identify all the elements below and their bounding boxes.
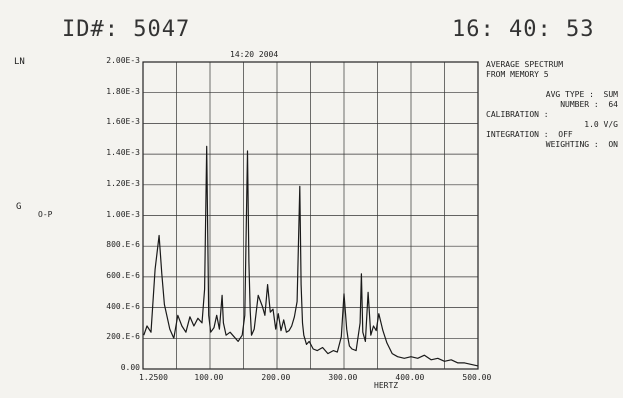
- measurement-info-panel: AVERAGE SPECTRUM FROM MEMORY 5 AVG TYPE …: [486, 60, 618, 150]
- x-tick-label: 400.00: [395, 373, 425, 382]
- x-tick-label: 200.00: [261, 373, 291, 382]
- integration-status: INTEGRATION : OFF: [486, 130, 573, 139]
- y-tick-label: 200.E-6: [106, 332, 140, 342]
- calibration-value: 1.0 V/G: [584, 120, 618, 129]
- avg-number: NUMBER : 64: [560, 100, 618, 109]
- record-id: ID#: 5047: [62, 17, 191, 42]
- weighting-status: WEIGHTING : ON: [545, 140, 618, 149]
- avg-type: AVG TYPE : SUM: [545, 90, 618, 99]
- amplitude-unit: G: [16, 202, 22, 212]
- y-tick-label: 600.E-6: [106, 270, 140, 280]
- y-tick-label: 1.40E-3: [106, 148, 140, 158]
- spectrum-line: [143, 145, 479, 367]
- y-tick-label: 1.20E-3: [106, 178, 140, 188]
- scale-indicator: LN: [14, 57, 25, 67]
- info-line-1: AVERAGE SPECTRUM: [486, 60, 564, 69]
- y-tick-label: 400.E-6: [106, 301, 140, 311]
- calibration-label: CALIBRATION :: [486, 110, 549, 119]
- amplitude-mode: O-P: [38, 210, 53, 219]
- y-tick-label: 1.60E-3: [106, 117, 140, 127]
- x-tick-label: 500.00: [462, 373, 492, 382]
- y-tick-label: 0.00: [120, 363, 140, 372]
- x-tick-label: 100.00: [194, 373, 224, 382]
- x-tick-label: 300.00: [328, 373, 358, 382]
- y-tick-label: 2.00E-3: [106, 56, 140, 65]
- y-tick-label: 800.E-6: [106, 240, 140, 250]
- x-axis-label: HERTZ: [374, 381, 399, 390]
- y-tick-label: 1.80E-3: [106, 86, 140, 96]
- y-tick-label: 1.00E-3: [106, 209, 140, 219]
- clock-readout: 16: 40: 53: [452, 17, 595, 42]
- time-date-stamp: 14:20 2004: [230, 50, 279, 59]
- info-line-2: FROM MEMORY 5: [486, 70, 549, 79]
- x-tick-label: 1.2500: [139, 373, 168, 382]
